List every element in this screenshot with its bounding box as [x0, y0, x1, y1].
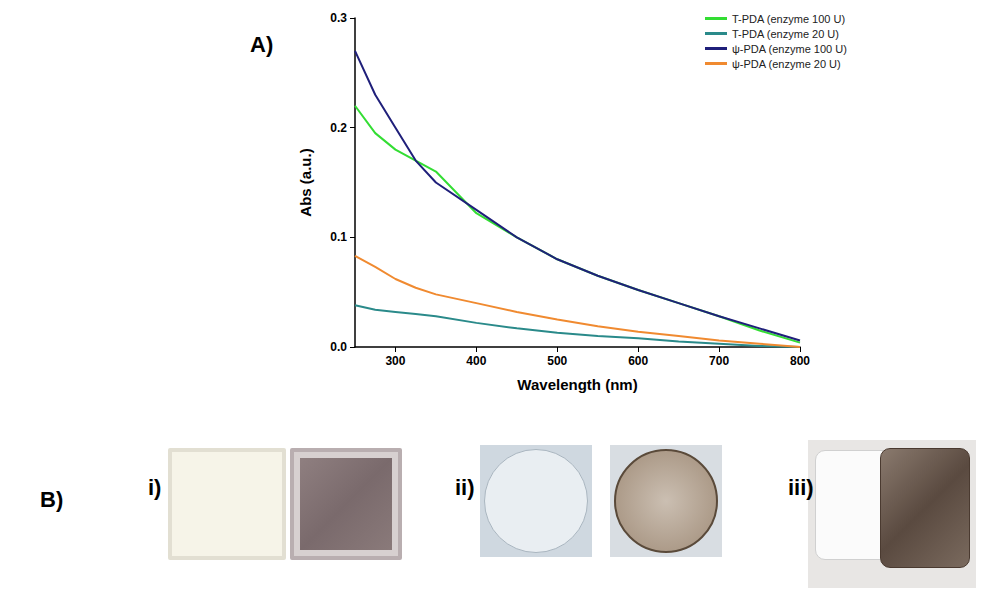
svg-text:0.1: 0.1	[330, 230, 347, 244]
svg-text:ψ-PDA (enzyme 100 U): ψ-PDA (enzyme 100 U)	[732, 43, 847, 55]
svg-text:Wavelength (nm): Wavelength (nm)	[517, 376, 637, 393]
svg-text:Abs (a.u.): Abs (a.u.)	[297, 148, 314, 216]
svg-text:0.3: 0.3	[330, 11, 347, 25]
html-text:iii): iii)	[788, 475, 814, 500]
html-text:ii): ii)	[455, 475, 475, 500]
svg-text:600: 600	[628, 354, 648, 368]
svg-text:400: 400	[466, 354, 486, 368]
html-text:B): B)	[40, 487, 64, 512]
svg-text:0.0: 0.0	[330, 340, 347, 354]
svg-text:T-PDA (enzyme 20 U): T-PDA (enzyme 20 U)	[732, 28, 839, 40]
svg-text:800: 800	[790, 354, 810, 368]
svg-text:T-PDA (enzyme 100 U): T-PDA (enzyme 100 U)	[732, 13, 845, 25]
svg-text:A): A)	[250, 32, 273, 57]
svg-text:ψ-PDA (enzyme 20 U): ψ-PDA (enzyme 20 U)	[732, 58, 841, 70]
svg-text:0.2: 0.2	[330, 121, 347, 135]
svg-text:700: 700	[709, 354, 729, 368]
svg-text:500: 500	[547, 354, 567, 368]
html-text:i): i)	[148, 475, 162, 500]
svg-text:300: 300	[385, 354, 405, 368]
